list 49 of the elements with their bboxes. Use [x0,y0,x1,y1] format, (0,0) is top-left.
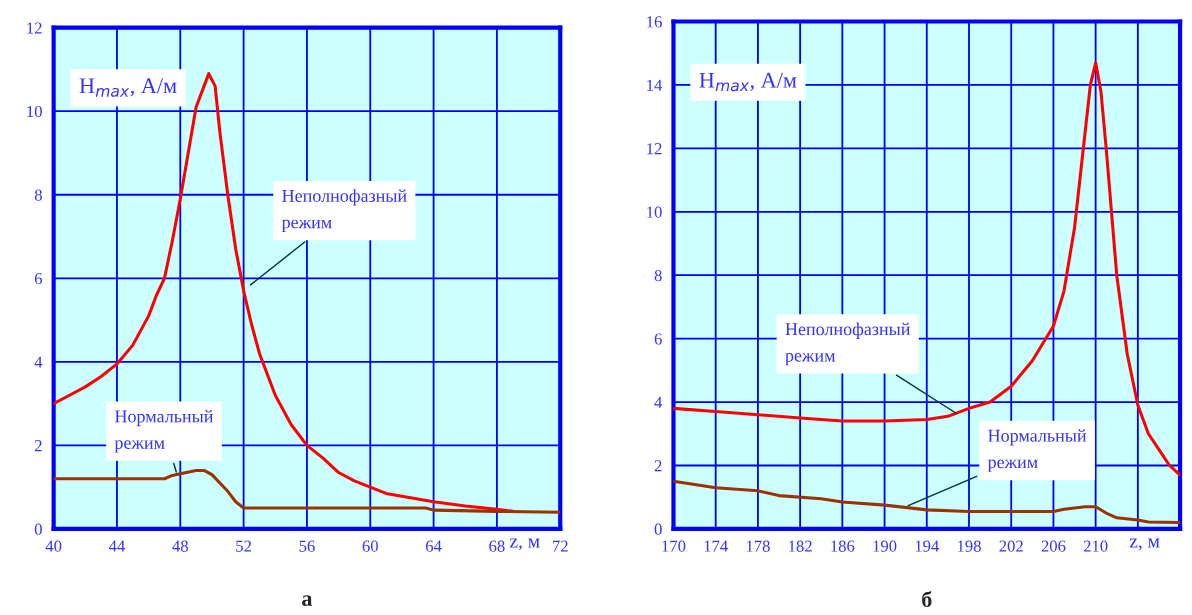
x-tick-label: 182 [789,540,812,552]
x-tick-label: 190 [873,540,897,552]
y-tick-label: 0 [654,523,662,535]
x-tick-label: 170 [662,540,686,552]
x-tick-label: 64 [425,540,442,552]
annotation: Нормальный режим [987,429,1087,472]
y-tick-label: 0 [34,523,42,535]
x-tick-label: 210 [1083,540,1108,552]
x-tick-label: 68 [489,540,505,552]
y-tick-label: 2 [654,460,662,472]
annotation: Нормальный режим [114,409,214,453]
x-tick-label: 44 [108,540,126,552]
y-tick-label: 10 [647,206,662,218]
x-tick-label: 72 [553,540,568,552]
x-tick-label: 48 [172,540,188,552]
x-tick-label: 60 [362,540,378,552]
y-tick-label: 2 [34,440,42,452]
y-tick-label: 12 [27,22,42,34]
y-axis-title: H$_{max}$, А/м [79,78,177,97]
x-tick-label: 56 [299,540,315,552]
annotation: Неполнофазный режим [281,189,407,233]
x-tick-label: 178 [746,540,770,552]
y-tick-label: 12 [647,143,662,155]
line-series [673,61,1181,477]
x-tick-label: 198 [957,540,981,552]
x-tick-label: 186 [831,540,855,552]
text: б [922,590,932,608]
y-tick-label: 4 [34,356,43,368]
y-tick-label: 8 [654,269,662,282]
y-tick-label: 10 [27,105,42,118]
x-tick-label: 174 [704,540,728,552]
y-tick-label: 6 [34,273,43,285]
x-axis-title: z, м [509,538,540,551]
x-tick-label: 206 [1041,540,1066,552]
x-tick-label: 202 [999,540,1023,552]
x-tick-label: 52 [236,540,252,552]
x-tick-label: 40 [45,540,62,552]
text: а [302,595,313,606]
y-tick-label: 4 [654,396,663,408]
y-axis-title: H$_{max}$, А/м [699,72,797,92]
annotation: Неполнофазный режим [785,322,911,366]
y-tick-label: 14 [647,79,663,91]
line-series [53,468,561,514]
y-tick-label: 6 [654,333,662,345]
line-series [673,479,1181,525]
y-tick-label: 8 [34,189,42,201]
x-tick-label: 194 [915,540,940,552]
x-axis-title: z, м [1129,538,1160,551]
y-tick-label: 16 [647,16,662,28]
